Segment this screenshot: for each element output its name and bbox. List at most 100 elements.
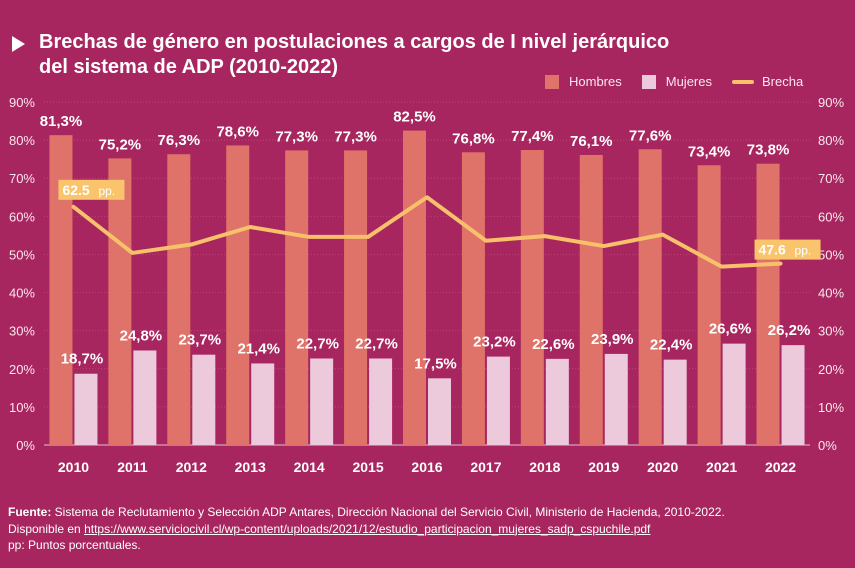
y-tick-right: 0% — [818, 438, 837, 453]
x-tick-label: 2019 — [588, 459, 619, 475]
data-label-hombres: 76,3% — [158, 132, 201, 149]
data-label-hombres: 76,1% — [570, 133, 613, 150]
annotation-badge — [754, 239, 821, 260]
bar-mujeres — [486, 356, 510, 445]
bar-hombres — [344, 150, 368, 445]
y-tick-right: 20% — [818, 362, 844, 377]
data-label-hombres: 78,6% — [216, 123, 259, 140]
data-label-mujeres: 17,5% — [414, 355, 457, 372]
bar-mujeres — [781, 345, 805, 445]
bar-hombres — [697, 165, 721, 445]
legend-item-mujeres: Mujeres — [641, 74, 712, 89]
annotation-unit: pp. — [98, 184, 115, 198]
data-label-mujeres: 26,6% — [709, 321, 752, 338]
source-link[interactable]: https://www.serviciocivil.cl/wp-content/… — [84, 521, 651, 536]
legend-label-mujeres: Mujeres — [665, 74, 712, 89]
y-tick-left: 40% — [9, 286, 35, 301]
data-label-mujeres: 23,2% — [473, 334, 516, 351]
data-label-hombres: 77,6% — [629, 127, 672, 144]
data-label-mujeres: 22,6% — [532, 336, 575, 353]
play-icon — [12, 36, 25, 52]
x-tick-label: 2016 — [411, 459, 442, 475]
x-tick-label: 2011 — [117, 459, 148, 475]
y-tick-left: 70% — [9, 171, 35, 186]
y-tick-left: 50% — [9, 247, 35, 262]
x-tick-label: 2020 — [647, 459, 678, 475]
data-label-mujeres: 18,7% — [61, 351, 104, 368]
legend-label-hombres: Hombres — [569, 74, 622, 89]
note-line: pp: Puntos porcentuales. — [8, 538, 141, 552]
legend-swatch-mujeres — [641, 74, 656, 89]
data-label-hombres: 75,2% — [99, 136, 142, 153]
source-label: Fuente: — [8, 505, 52, 519]
legend-item-brecha: Brecha — [732, 74, 803, 89]
y-tick-left: 30% — [9, 324, 35, 339]
data-label-mujeres: 26,2% — [768, 322, 811, 339]
y-tick-left: 20% — [9, 362, 35, 377]
chart-area: 0% 0% 10% 10% 20% 20% 30% 30% 40% 40% 50% 50% 60% 60%… — [9, 95, 844, 475]
annotation-badge — [58, 179, 125, 200]
bar-hombres — [285, 150, 309, 445]
bar-mujeres — [663, 359, 687, 445]
y-tick-left: 80% — [9, 133, 35, 148]
bar-mujeres — [192, 354, 216, 445]
y-tick-left: 0% — [16, 438, 35, 453]
data-label-hombres: 82,5% — [393, 109, 436, 126]
legend-swatch-hombres — [545, 74, 559, 89]
y-tick-right: 50% — [818, 247, 844, 262]
data-label-mujeres: 22,4% — [650, 337, 693, 354]
legend: Hombres Mujeres Brecha — [545, 74, 823, 89]
annotation-value: 47.6 — [759, 242, 786, 258]
data-label-mujeres: 24,8% — [120, 327, 163, 344]
legend-line-brecha — [732, 79, 754, 84]
y-tick-right: 10% — [818, 400, 844, 415]
data-label-mujeres: 22,7% — [355, 335, 398, 352]
x-tick-label: 2021 — [706, 459, 737, 475]
x-tick-label: 2012 — [176, 459, 207, 475]
annotation-unit: pp. — [795, 244, 812, 258]
bar-hombres — [461, 152, 485, 445]
availability-line: Disponible en https://www.serviciocivil.… — [8, 521, 848, 538]
bar-mujeres — [133, 350, 157, 445]
source-line: Fuente: Sistema de Reclutamiento y Selec… — [8, 504, 848, 521]
y-tick-left: 90% — [9, 95, 35, 110]
x-tick-label: 2018 — [529, 459, 560, 475]
x-tick-label: 2010 — [58, 459, 89, 475]
source-text: Sistema de Reclutamiento y Selección ADP… — [51, 505, 725, 519]
data-label-hombres: 77,3% — [275, 128, 318, 145]
x-tick-label: 2017 — [470, 459, 501, 475]
data-label-hombres: 73,4% — [688, 143, 731, 160]
bar-hombres — [108, 158, 132, 445]
x-tick-label: 2022 — [765, 459, 796, 475]
data-label-mujeres: 23,9% — [591, 331, 634, 348]
y-tick-right: 40% — [818, 286, 844, 301]
y-tick-right: 60% — [818, 209, 844, 224]
bar-mujeres — [722, 343, 746, 445]
data-label-mujeres: 21,4% — [237, 340, 280, 357]
bar-mujeres — [545, 358, 569, 445]
title-block: Brechas de género en postulaciones a car… — [12, 30, 679, 80]
availability-label: Disponible en — [8, 521, 85, 536]
data-label-mujeres: 23,7% — [179, 332, 222, 349]
bar-mujeres — [251, 363, 275, 445]
chart-title: Brechas de género en postulaciones a car… — [39, 31, 670, 78]
annotation-value: 62.5 — [62, 182, 89, 198]
bar-hombres — [756, 163, 780, 446]
x-tick-label: 2013 — [235, 459, 266, 475]
bar-mujeres — [310, 358, 334, 445]
y-tick-right: 90% — [818, 95, 844, 110]
y-tick-right: 70% — [818, 171, 844, 186]
bar-hombres — [579, 154, 603, 446]
data-label-hombres: 73,8% — [747, 142, 790, 159]
bar-mujeres — [369, 358, 393, 445]
footer: Fuente: Sistema de Reclutamiento y Selec… — [8, 504, 848, 554]
bar-hombres — [638, 149, 662, 445]
y-tick-left: 10% — [9, 400, 35, 415]
x-tick-label: 2015 — [352, 459, 383, 475]
bar-mujeres — [428, 378, 451, 445]
bar-hombres — [167, 154, 191, 445]
data-label-hombres: 77,3% — [334, 128, 377, 145]
bar-mujeres — [604, 353, 628, 445]
bar-mujeres — [74, 373, 98, 445]
data-label-mujeres: 22,7% — [296, 335, 339, 352]
